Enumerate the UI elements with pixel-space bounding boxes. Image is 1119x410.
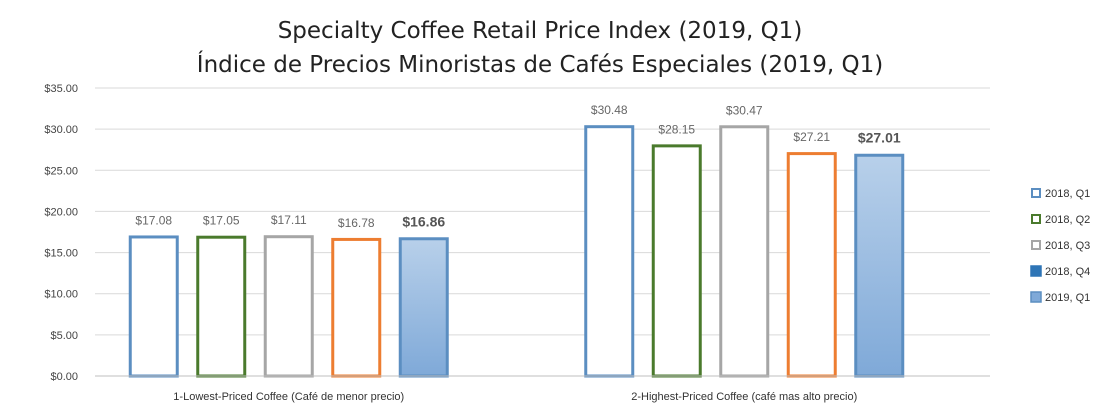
data-label: $27.01: [858, 130, 901, 146]
legend-label: 2018, Q2: [1045, 214, 1090, 226]
bar: [584, 125, 635, 378]
bar: [331, 237, 382, 378]
bar: [786, 152, 837, 378]
legend-swatch: [1031, 240, 1041, 250]
y-tick-label: $30.00: [44, 124, 78, 136]
bar: [128, 235, 179, 378]
category-label: 2-Highest-Priced Coffee (café mas alto p…: [631, 391, 857, 403]
legend-label: 2018, Q3: [1045, 240, 1090, 252]
y-tick-label: $10.00: [44, 289, 78, 301]
legend-swatch: [1030, 265, 1042, 277]
y-tick-label: $20.00: [44, 206, 78, 218]
chart-title: Specialty Coffee Retail Price Index (201…: [277, 18, 803, 44]
data-label: $30.47: [726, 103, 763, 117]
bars: [128, 125, 905, 378]
y-tick-label: $0.00: [50, 371, 78, 383]
legend-label: 2019, Q1: [1045, 292, 1090, 304]
gridlines: [95, 87, 990, 377]
data-label: $28.15: [658, 122, 695, 136]
y-tick-label: $25.00: [44, 165, 78, 177]
data-label: $16.78: [338, 216, 375, 230]
y-tick-label: $5.00: [50, 330, 78, 342]
legend: 2018, Q1 2018, Q2 2018, Q3 2018, Q4 2019, Q1: [1030, 188, 1090, 304]
category-label: 1-Lowest-Priced Coffee (Café de menor pr…: [173, 391, 404, 403]
bar: [651, 144, 702, 378]
data-labels: $17.08 $17.05 $17.11 $16.78 $16.86 $30.48 $28.…: [135, 103, 900, 230]
data-label: $17.08: [135, 213, 172, 227]
legend-label: 2018, Q4: [1045, 266, 1090, 278]
data-label: $17.11: [271, 213, 307, 227]
legend-swatch: [1030, 291, 1042, 303]
data-label: $16.86: [402, 213, 445, 229]
y-tick-label: $35.00: [44, 83, 78, 95]
bar: [719, 125, 770, 378]
chart-subtitle: Índice de Precios Minoristas de Cafés Es…: [196, 52, 884, 78]
data-label: $30.48: [591, 103, 628, 117]
bar: [854, 153, 905, 378]
bar: [398, 237, 449, 378]
bar: [196, 235, 247, 378]
legend-label: 2018, Q1: [1045, 188, 1090, 200]
data-label: $27.21: [793, 130, 830, 144]
x-axis: 1-Lowest-Priced Coffee (Café de menor pr…: [95, 375, 990, 403]
bar: [263, 235, 314, 378]
data-label: $17.05: [203, 214, 240, 228]
y-axis: $0.00 $5.00 $10.00 $15.00 $20.00 $25.00 $30.00…: [44, 83, 78, 383]
legend-swatch: [1031, 188, 1041, 198]
y-tick-label: $15.00: [44, 248, 78, 260]
legend-swatch: [1031, 214, 1041, 224]
